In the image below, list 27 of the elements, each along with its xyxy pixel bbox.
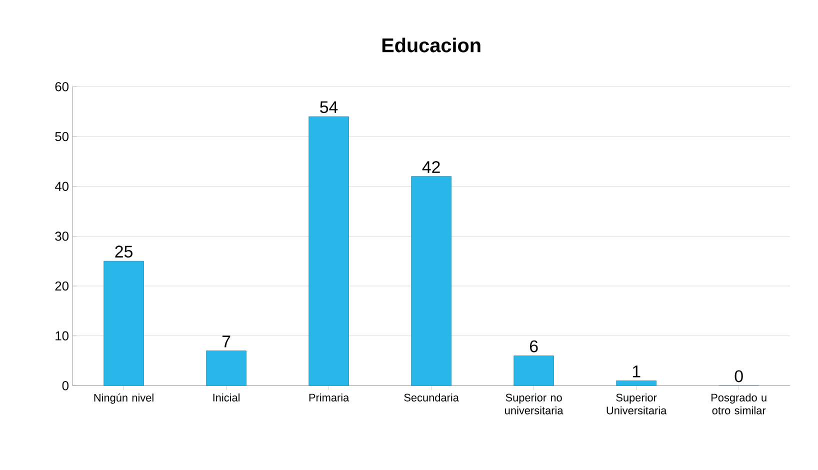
data-label: 25 (115, 245, 132, 258)
x-tick-label: Ningún nivel (94, 393, 154, 404)
x-tick-label: Superior no universitaria (505, 393, 564, 414)
bar (411, 176, 452, 386)
y-tick-label: 50 (55, 132, 69, 141)
chart-title: Educacion (382, 38, 480, 52)
bar (206, 350, 246, 386)
y-tick-label: 0 (62, 380, 69, 390)
bar (104, 260, 144, 386)
y-tick-label: 60 (55, 82, 69, 92)
data-label: 6 (530, 340, 538, 352)
x-tick-label: Posgrado u otro similar (712, 393, 766, 414)
y-tick-label: 20 (55, 281, 69, 290)
bar (308, 116, 349, 386)
data-label: 1 (632, 365, 640, 377)
x-tick-label: Secundaria (404, 393, 459, 402)
data-label: 42 (422, 160, 440, 173)
data-label: 0 (734, 370, 743, 382)
y-tick-label: 30 (55, 231, 69, 241)
x-tick-label: Primaria (309, 393, 350, 402)
x-tick-label: Inicial (213, 393, 240, 402)
y-tick-label: 10 (56, 331, 69, 340)
data-label: 7 (222, 335, 230, 348)
x-tick-label: Superior Universitaria (606, 393, 667, 414)
data-label: 54 (320, 101, 338, 113)
bar (514, 355, 554, 386)
y-tick-label: 40 (54, 182, 69, 191)
